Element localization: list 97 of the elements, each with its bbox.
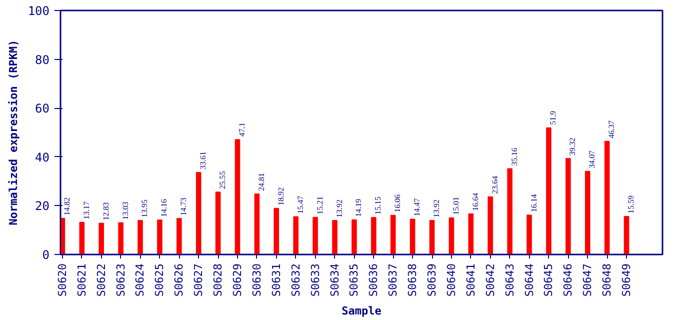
x-tick-label: S0632	[289, 263, 302, 297]
bar	[312, 216, 318, 254]
x-tick-label: S0624	[134, 263, 147, 297]
data-label: 15.21	[315, 196, 324, 214]
y-tick-label: 100	[28, 4, 50, 18]
bar	[138, 220, 143, 254]
bar	[254, 193, 260, 254]
x-tick-label: S0634	[328, 263, 342, 297]
x-tick-label: S0620	[56, 263, 69, 297]
x-tick-label: S0646	[562, 263, 575, 297]
x-tick-label: S0629	[231, 263, 244, 297]
bar	[526, 214, 532, 254]
data-label: 39.32	[568, 138, 578, 156]
data-label: 15.59	[626, 195, 636, 214]
x-tick-label: S0639	[426, 263, 439, 297]
data-label: 15.15	[374, 196, 383, 215]
bar	[584, 170, 590, 254]
x-tick-label: S0623	[114, 263, 128, 297]
data-label: 14.19	[354, 198, 364, 217]
x-tick-label: S0636	[367, 263, 380, 297]
bar	[448, 217, 454, 254]
data-label: 16.06	[393, 194, 402, 212]
data-label: 33.61	[198, 151, 208, 170]
x-tick-label: S0627	[192, 263, 206, 297]
data-label: 13.95	[140, 199, 150, 218]
data-label: 12.83	[101, 202, 110, 220]
x-tick-label: S0625	[153, 263, 166, 297]
x-axis-title: Sample	[342, 304, 382, 318]
x-tick-label: S0637	[386, 263, 400, 297]
bar	[624, 216, 630, 254]
data-label: 14.47	[412, 198, 422, 216]
data-label: 13.92	[334, 200, 344, 218]
bar	[507, 168, 512, 254]
data-label: 13.92	[432, 200, 442, 218]
y-tick-label: 0	[42, 248, 50, 262]
bar	[546, 127, 552, 254]
y-axis-title: Normalized expression (RPKM)	[6, 40, 20, 226]
bar	[157, 219, 162, 254]
data-label: 14.16	[160, 198, 169, 217]
x-tick-label: S0628	[212, 263, 225, 297]
x-tick-label: S0626	[172, 263, 186, 297]
data-label: 46.37	[607, 120, 616, 138]
bar	[215, 192, 221, 254]
bar	[352, 219, 357, 254]
data-label: 15.01	[451, 196, 460, 215]
data-label: 25.55	[218, 171, 228, 190]
x-tick-label: S0635	[348, 263, 361, 297]
bar	[118, 222, 124, 254]
bar	[371, 217, 376, 254]
x-tick-label: S0644	[522, 263, 536, 297]
bar	[488, 196, 493, 254]
bar	[98, 222, 104, 254]
data-label: 24.81	[256, 172, 266, 191]
x-tick-label: S0649	[620, 263, 634, 297]
bar	[274, 208, 280, 254]
x-tick-label: S0631	[270, 263, 283, 297]
y-tick-label: 60	[35, 102, 50, 116]
data-label: 14.73	[179, 198, 188, 216]
y-tick-label: 80	[35, 52, 50, 67]
data-label: 15.47	[296, 196, 305, 214]
data-label: 16.14	[529, 194, 538, 212]
x-tick-label: S0641	[464, 263, 478, 297]
data-label: 47.1	[238, 122, 246, 137]
y-tick-label: 40	[35, 150, 50, 164]
bar	[566, 158, 571, 254]
data-label: 13.03	[120, 202, 130, 220]
x-tick-label: S0645	[542, 263, 556, 297]
bar	[196, 172, 202, 254]
y-tick-label: 20	[35, 199, 50, 214]
x-tick-label: S0621	[75, 263, 88, 297]
data-label: 51.9	[548, 110, 558, 125]
bar	[468, 213, 474, 254]
data-label: 35.16	[510, 148, 519, 166]
data-label: 23.64	[490, 176, 500, 194]
x-tick-label: S0622	[94, 263, 108, 297]
data-label: 16.64	[470, 192, 480, 211]
x-tick-label: S0640	[444, 263, 458, 297]
bar	[390, 214, 396, 254]
bar	[293, 216, 298, 254]
bar	[410, 218, 416, 254]
data-label: 34.07	[588, 150, 597, 168]
x-tick-label: S0633	[308, 263, 322, 297]
bar	[176, 218, 182, 254]
x-tick-label: S0647	[581, 263, 594, 297]
x-tick-label: S0642	[484, 263, 497, 297]
bar	[332, 220, 338, 254]
data-label: 13.17	[82, 201, 91, 220]
x-tick-label: S0630	[250, 263, 264, 297]
bar	[604, 140, 610, 254]
x-tick-label: S0638	[406, 263, 420, 297]
data-label: 18.92	[276, 187, 286, 206]
x-tick-label: S0648	[600, 263, 614, 297]
data-label: 14.82	[62, 197, 72, 216]
bar	[234, 139, 240, 254]
bar	[79, 222, 85, 254]
bar	[429, 220, 435, 254]
x-tick-label: S0643	[503, 263, 516, 297]
